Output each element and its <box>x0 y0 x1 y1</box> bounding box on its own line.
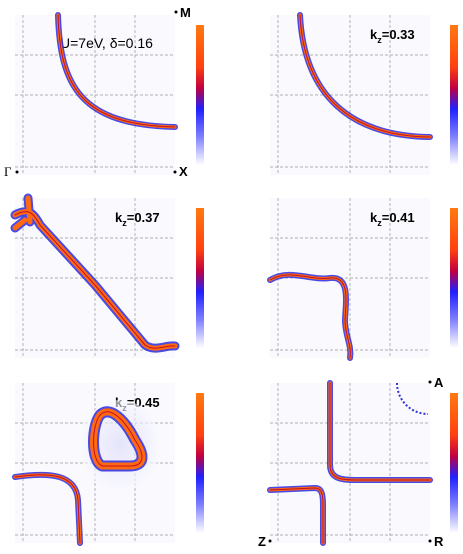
panel-label: kz=0.37 <box>115 210 160 228</box>
panel-label: kz=0.41 <box>370 210 415 228</box>
corner-label: X <box>179 164 188 179</box>
colorbar <box>450 208 458 348</box>
label-value: =0.33 <box>382 27 415 42</box>
colorbar <box>196 25 204 165</box>
label-sub: z <box>122 218 127 228</box>
colorbar <box>196 208 204 348</box>
panel-label: U=7eV, δ=0.16 <box>60 35 153 51</box>
label-value: =0.37 <box>127 210 160 225</box>
fermi-surfaces <box>10 12 433 546</box>
corner-label: M <box>180 5 191 20</box>
label-k: k <box>115 210 123 225</box>
label-k: k <box>370 210 378 225</box>
colorbar <box>450 25 458 165</box>
corner-label: Γ <box>4 164 12 179</box>
label-k: k <box>370 27 378 42</box>
panel-label: kz=0.33 <box>370 27 415 45</box>
corner-label: Z <box>258 534 266 549</box>
label-sub: z <box>377 35 382 45</box>
panel: U=7eV, δ=0.16 <box>15 15 204 175</box>
panel: kz=0.33 <box>270 15 458 175</box>
label-sub: z <box>377 218 382 228</box>
corner-labels: M Γ X A Z R <box>4 5 444 549</box>
corner-label: R <box>434 534 444 549</box>
panel <box>270 383 458 543</box>
corner-label: A <box>434 375 444 390</box>
label-value: =0.41 <box>382 210 415 225</box>
colorbar <box>450 393 458 533</box>
colorbar <box>196 393 204 533</box>
